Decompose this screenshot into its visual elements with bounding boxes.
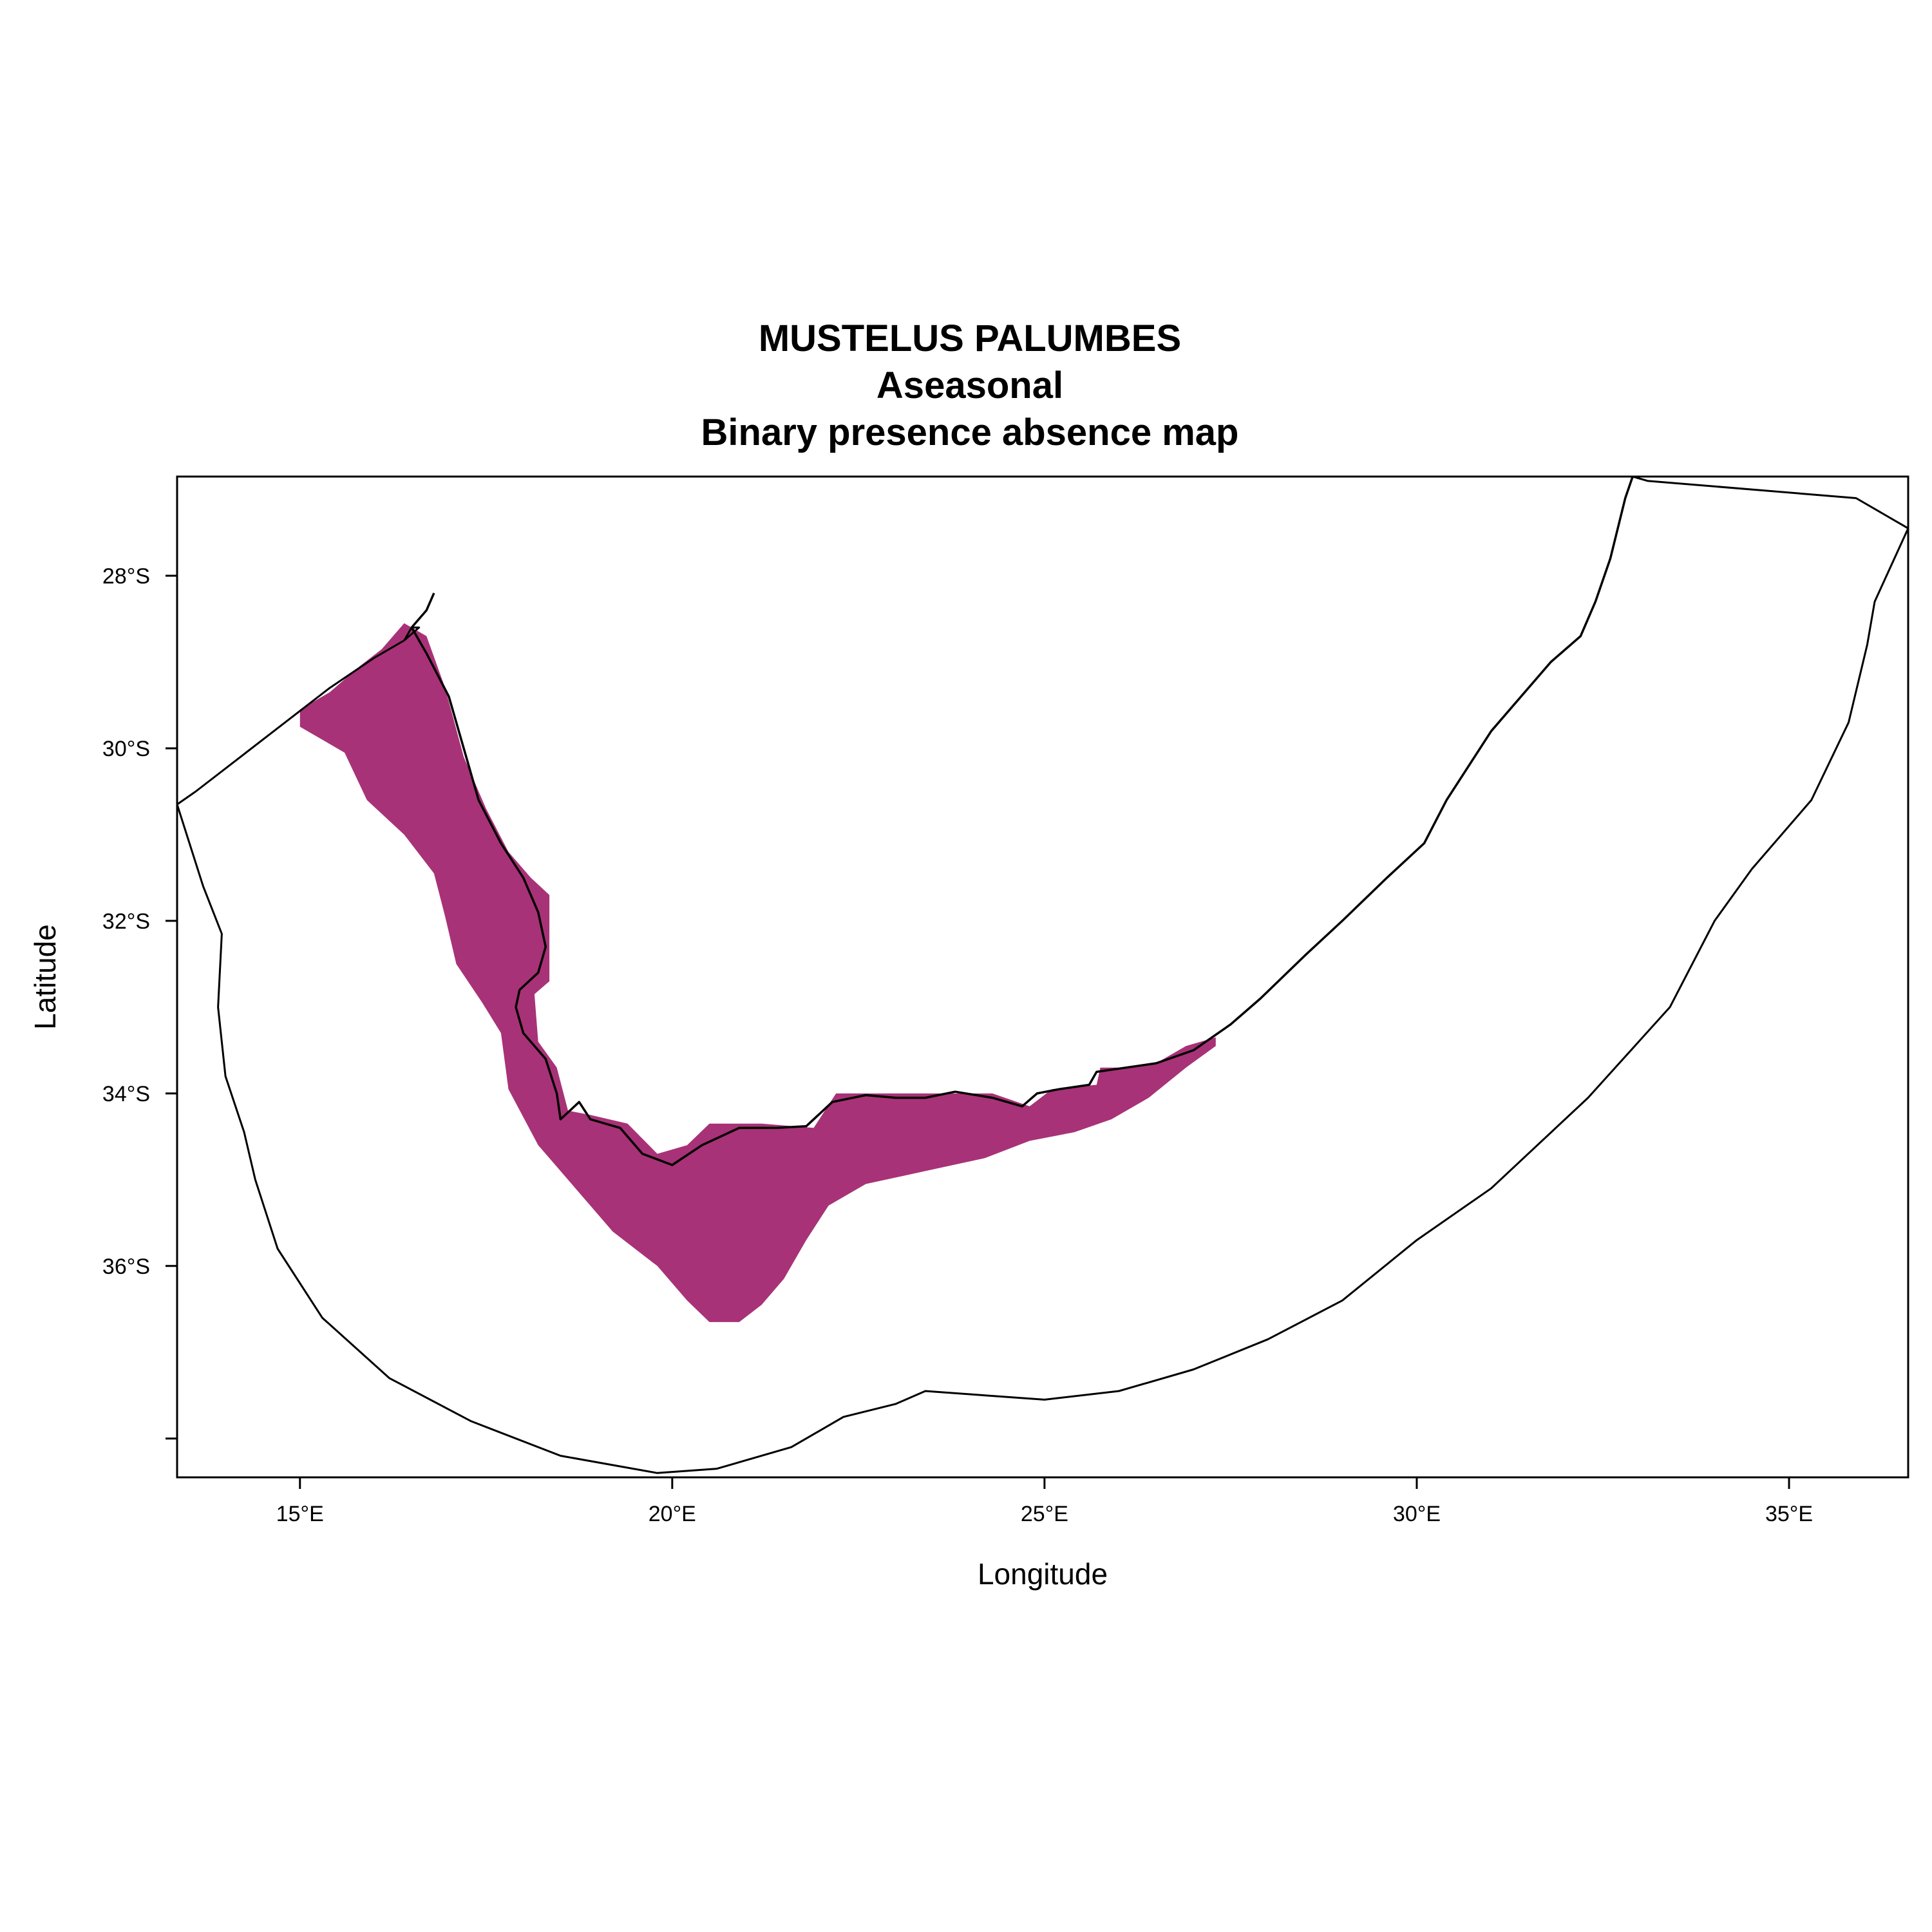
y-tick-label: 28°S xyxy=(102,564,150,589)
map-subtitle-season: Aseasonal xyxy=(876,365,1063,406)
offshore-boundary-line xyxy=(177,477,1908,1474)
y-tick-label: 34°S xyxy=(102,1082,150,1106)
x-tick-label: 20°E xyxy=(649,1502,696,1526)
map-subtitle-type: Binary presence absence map xyxy=(701,412,1239,453)
x-axis: 15°E 20°E 25°E 30°E 35°E xyxy=(276,1477,1813,1526)
y-axis-label: Latitude xyxy=(28,924,62,1030)
plot-frame xyxy=(176,475,1909,1479)
coastline xyxy=(410,477,1634,1166)
x-tick-label: 30°E xyxy=(1393,1502,1441,1526)
map-layers xyxy=(177,477,1908,1474)
y-axis: 28°S 30°S 32°S 34°S 36°S xyxy=(102,564,177,1440)
map-title: MUSTELUS PALUMBES xyxy=(759,317,1181,359)
y-tick-label: 30°S xyxy=(102,737,150,761)
x-axis-label: Longitude xyxy=(978,1557,1108,1591)
y-tick-label: 36°S xyxy=(102,1255,150,1279)
presence-region xyxy=(299,623,1216,1322)
y-tick-label: 32°S xyxy=(102,909,150,934)
x-tick-label: 25°E xyxy=(1021,1502,1068,1526)
x-tick-label: 15°E xyxy=(276,1502,324,1526)
x-tick-label: 35°E xyxy=(1765,1502,1813,1526)
